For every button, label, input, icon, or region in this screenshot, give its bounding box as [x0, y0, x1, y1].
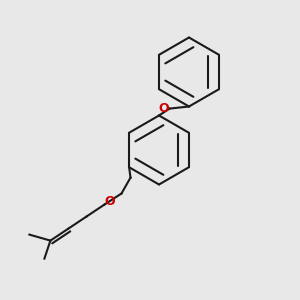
Text: O: O — [104, 195, 115, 208]
Text: O: O — [159, 102, 170, 115]
